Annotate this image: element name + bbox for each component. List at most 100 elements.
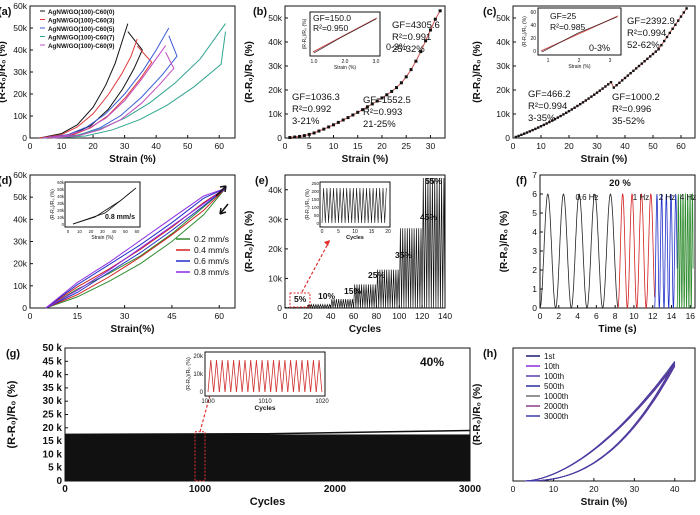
data-point	[322, 127, 326, 131]
y-tick-label: 20k	[496, 85, 510, 95]
plot-frame	[539, 174, 696, 309]
x-tick-label: 0	[283, 311, 288, 321]
legend-label: 0.6 mm/s	[194, 256, 229, 266]
series-line-release	[52, 51, 175, 139]
panel-d: 015304560010k20k30k40k50k60k(d)Strain(%)…	[0, 170, 236, 335]
data-point	[370, 102, 374, 106]
cycle-envelope	[65, 434, 470, 481]
y-tick-label: 20k	[13, 259, 27, 269]
x-tick-label: 4	[575, 311, 580, 321]
x-tick-label: 45	[167, 311, 177, 321]
data-point	[317, 129, 321, 133]
data-point	[660, 43, 663, 47]
panel-label: (e)	[255, 175, 269, 187]
inset-signal-cycle	[276, 359, 283, 393]
series-line	[42, 45, 167, 139]
inset-y-tick: 150	[311, 197, 319, 202]
data-point	[567, 109, 571, 113]
strain-label: 55%	[425, 176, 442, 186]
series-line	[45, 187, 226, 309]
data-point	[331, 123, 335, 127]
inset-y-tick: 20	[530, 36, 536, 42]
inset-x-tick: 50	[123, 229, 128, 234]
x-tick-label: 60	[676, 141, 686, 151]
series-line-release	[45, 187, 226, 309]
x-axis-label: Strain (%)	[342, 154, 389, 165]
x-tick-label: 30	[120, 311, 130, 321]
inset-y-tick: 20k	[193, 354, 204, 360]
data-point	[525, 131, 529, 134]
data-point	[346, 116, 350, 120]
series-line-release	[52, 31, 226, 139]
inset-y-label: (R-R₀)/R₀ (%)	[186, 357, 192, 391]
y-tick-label: 40k	[268, 185, 282, 195]
data-point	[307, 132, 311, 136]
data-point	[438, 9, 442, 13]
x-tick-label: 0	[62, 484, 68, 495]
signal-0.6-Hz	[539, 193, 619, 309]
zoom-arrow	[301, 239, 331, 293]
data-point	[654, 50, 657, 53]
signal-1-Hz	[617, 193, 655, 309]
y-tick-label: 5	[532, 208, 537, 218]
data-point	[565, 111, 568, 115]
inset-x-tick: 10	[77, 229, 82, 234]
y-tick-label: 40k	[496, 37, 510, 47]
data-point	[668, 31, 671, 35]
x-tick-label: 60	[349, 311, 359, 321]
highlight-box	[289, 292, 311, 308]
strain-label: 15%	[344, 286, 361, 296]
data-point	[351, 113, 355, 117]
r2-annotation: R²=0.991	[392, 32, 431, 43]
data-point	[593, 93, 596, 96]
inset-signal-cycle	[241, 359, 249, 393]
envelope-top	[64, 429, 471, 436]
inset-signal-cycle	[270, 359, 277, 393]
inset-y-label: (R-R₀)/R₀ (%)	[302, 18, 308, 49]
y-tick-label: 20 k	[43, 423, 63, 434]
data-point	[404, 75, 408, 79]
y-tick-label: 40 k	[43, 370, 63, 381]
x-tick-label: 0	[538, 311, 543, 321]
inset-signal-cycle	[293, 359, 300, 393]
panel-h: 0 10 20 30 40(h)Strain (%)(R-R₀)/R₀ (%)1st10…	[472, 347, 696, 508]
data-point	[562, 113, 565, 116]
data-point	[298, 134, 302, 138]
inset-y-tick: 40	[530, 23, 536, 29]
inset-y-tick: 20k	[57, 208, 65, 213]
x-tick-label: 10	[329, 141, 339, 151]
legend-label: 3000th	[544, 412, 568, 421]
cycle-block	[398, 228, 423, 309]
data-point	[637, 64, 641, 68]
y-axis-label: (R-R₀)/R₀ (%)	[499, 211, 510, 273]
x-tick-label: 20	[303, 311, 313, 321]
x-tick-label: 0	[28, 311, 33, 321]
y-axis-label: (R-R₀)/R₀ (%)	[472, 41, 483, 103]
inset-y-tick: 60	[530, 10, 536, 16]
x-tick-label: 140	[438, 311, 452, 321]
y-tick-label: 50k	[496, 13, 510, 23]
x-tick-label: 30	[592, 141, 602, 151]
x-tick-label: 2000	[324, 484, 347, 495]
inset-x-tick: 1010	[258, 399, 272, 405]
y-tick-label: 0	[277, 303, 282, 313]
data-point	[570, 108, 573, 111]
data-point	[395, 86, 399, 90]
inset-signal-cycle	[258, 359, 266, 393]
data-point	[302, 134, 306, 138]
data-point	[590, 95, 593, 98]
data-point	[587, 97, 590, 100]
inset-x-tick: 1020	[315, 399, 329, 405]
data-point	[336, 120, 340, 124]
inset-x-tick: 20	[89, 229, 94, 234]
data-point	[517, 134, 520, 138]
legend-label: 500th	[544, 382, 564, 391]
data-point	[663, 39, 666, 43]
down-arrow	[219, 203, 229, 215]
strain-label: 25%	[368, 270, 385, 280]
inset-fit-line	[312, 17, 378, 53]
r2-annotation: R²=0.994	[627, 28, 666, 39]
y-tick-label: 30k	[13, 237, 27, 247]
data-point	[657, 48, 660, 51]
